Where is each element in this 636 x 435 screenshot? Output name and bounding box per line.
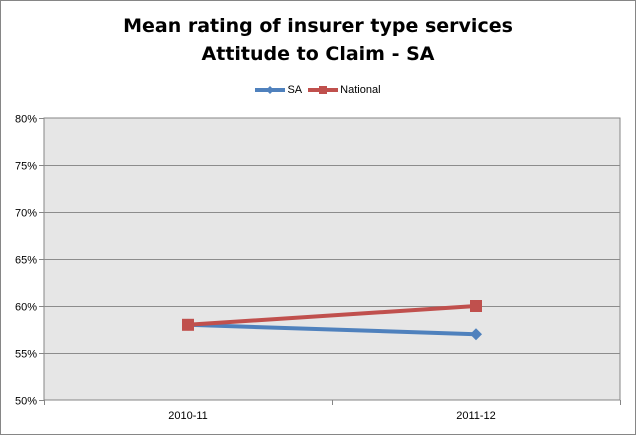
legend-label-sa: SA [287,84,303,96]
x-tick-label: 2011-12 [456,410,496,422]
data-point-national [182,318,194,331]
legend-item-national: National [308,84,381,96]
series-line-sa [187,322,477,337]
y-tick-label: 75% [15,161,37,173]
y-tick-label: 60% [15,302,37,314]
y-tick-label: 50% [15,396,37,408]
chart-title: Mean rating of insurer type services Att… [0,12,636,68]
legend-item-sa: SA [255,84,302,96]
y-tick-label: 55% [15,349,37,361]
series-line-national [187,304,477,327]
chart-title-line-2: Attitude to Claim - SA [201,43,435,65]
y-tick-label: 65% [15,255,37,267]
data-point-sa [470,328,482,341]
legend-label-national: National [340,84,381,96]
y-tick-label: 80% [15,114,37,126]
chart-title-line-1: Mean rating of insurer type services [123,15,513,37]
x-tick-label: 2010-11 [168,410,208,422]
y-tick-label: 70% [15,208,37,220]
data-point-national [470,300,482,312]
legend-swatch-sa [255,86,286,94]
chart-legend: SA National [0,84,636,96]
legend-swatch-national [308,86,339,94]
